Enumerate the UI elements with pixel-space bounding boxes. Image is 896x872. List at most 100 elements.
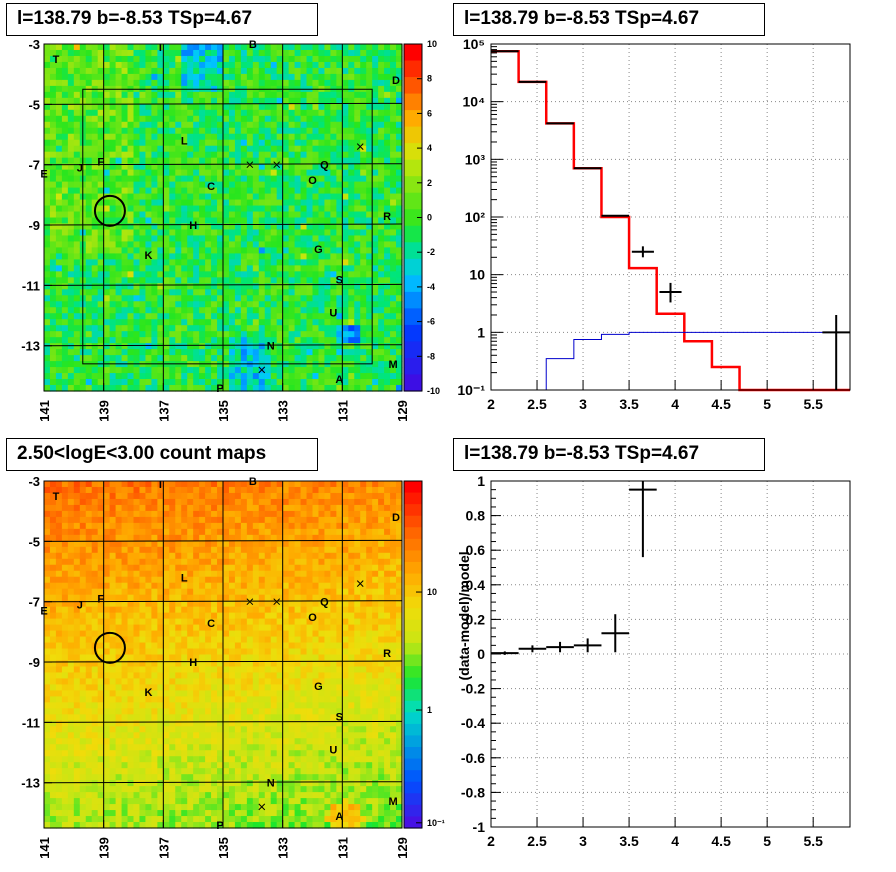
map-source-label: E bbox=[40, 606, 47, 618]
map-grid-line bbox=[43, 102, 403, 105]
x-tick-label: 5.5 bbox=[803, 396, 823, 412]
map-source-label: U bbox=[329, 745, 337, 757]
map-source-label: Q bbox=[320, 597, 329, 609]
map-source-label: Q bbox=[320, 160, 329, 172]
y-tick-label: -1 bbox=[473, 819, 486, 835]
cross-marker bbox=[273, 161, 281, 169]
colorbar-tick-label: -10 bbox=[427, 386, 440, 396]
map-source-label: D bbox=[392, 75, 400, 87]
source-circle-marker bbox=[93, 631, 126, 664]
y-tick-label: -0.2 bbox=[461, 681, 485, 697]
y-tick-label: -11 bbox=[22, 715, 40, 730]
map-source-label: S bbox=[336, 711, 343, 723]
map-source-label: I bbox=[159, 42, 162, 54]
map-grid-line bbox=[43, 163, 403, 166]
x-tick-label: 5 bbox=[763, 833, 771, 849]
x-tick-label: 133 bbox=[276, 400, 291, 422]
map-source-label: R bbox=[383, 211, 391, 223]
y-tick-label: -13 bbox=[21, 339, 40, 354]
y-tick-label: -5 bbox=[28, 534, 40, 549]
x-tick-label: 139 bbox=[97, 837, 112, 859]
map-source-label: J bbox=[77, 163, 83, 175]
cross-marker bbox=[246, 598, 254, 606]
map-source-label: N bbox=[267, 778, 275, 790]
map-source-label: P bbox=[216, 383, 223, 395]
x-tick-label: 4.5 bbox=[711, 396, 731, 412]
y-tick-label: -5 bbox=[28, 97, 40, 112]
y-tick-label: -7 bbox=[28, 158, 40, 173]
x-tick-label: 135 bbox=[216, 837, 231, 859]
colorbar-tick-label: 1 bbox=[427, 705, 432, 715]
map-source-label: F bbox=[97, 594, 104, 606]
map-source-label: I bbox=[159, 479, 162, 491]
y-tick-label: 0 bbox=[477, 646, 485, 662]
x-tick-label: 137 bbox=[156, 400, 171, 422]
x-tick-label: 141 bbox=[37, 837, 52, 859]
colorbar-tick-label: 10⁻¹ bbox=[427, 818, 445, 828]
cross-marker bbox=[246, 161, 254, 169]
map-source-label: H bbox=[189, 220, 197, 232]
x-tick-label: 3.5 bbox=[619, 833, 639, 849]
spectrum-frame bbox=[490, 43, 851, 391]
cross-marker bbox=[356, 143, 364, 150]
x-tick-label: 129 bbox=[395, 400, 410, 422]
colorbar-1 bbox=[404, 44, 422, 392]
colorbar-frame bbox=[403, 480, 423, 829]
y-tick-label: 10³ bbox=[465, 151, 486, 167]
map-source-label: C bbox=[207, 181, 215, 193]
map-source-label: B bbox=[249, 476, 257, 488]
map-source-label: M bbox=[388, 359, 397, 371]
y-tick-label: 10⁻¹ bbox=[457, 382, 485, 398]
map1-title: l=138.79 b=-8.53 TSp=4.67 bbox=[6, 3, 318, 36]
map-grid-line bbox=[43, 539, 403, 542]
x-tick-label: 131 bbox=[335, 400, 350, 422]
colorbar-tick-label: 8 bbox=[427, 74, 432, 84]
y-tick-label: -7 bbox=[28, 595, 40, 610]
map-grid-line bbox=[43, 781, 403, 784]
x-tick-label: 4 bbox=[671, 833, 679, 849]
cross-marker bbox=[356, 580, 364, 587]
map-source-label: C bbox=[207, 618, 215, 630]
y-tick-label: 1 bbox=[477, 473, 485, 489]
x-tick-label: 133 bbox=[276, 837, 291, 859]
map-source-label: A bbox=[335, 811, 343, 823]
map-grid-line bbox=[43, 720, 403, 723]
map-source-label: E bbox=[40, 169, 47, 181]
map-source-label: G bbox=[314, 244, 323, 256]
colorbar-tick-label: 4 bbox=[427, 143, 432, 153]
x-tick-label: 3 bbox=[579, 833, 587, 849]
map-source-label: U bbox=[329, 308, 337, 320]
x-tick-label: 2.5 bbox=[527, 833, 547, 849]
colorbar-tick-label: 10 bbox=[427, 587, 437, 597]
map-source-label: P bbox=[216, 820, 223, 832]
x-tick-label: 137 bbox=[156, 837, 171, 859]
y-tick-label: -0.6 bbox=[461, 750, 485, 766]
y-tick-label: 0.8 bbox=[466, 508, 486, 524]
blue-line bbox=[491, 331, 850, 391]
map2-title: 2.50<logE<3.00 count maps bbox=[6, 438, 318, 471]
x-tick-label: 5 bbox=[763, 396, 771, 412]
y-tick-label: -9 bbox=[28, 218, 40, 233]
x-tick-label: 5.5 bbox=[803, 833, 823, 849]
map-grid-line bbox=[43, 283, 403, 286]
y-tick-label: -9 bbox=[28, 655, 40, 670]
x-tick-label: 2 bbox=[487, 396, 495, 412]
map-source-label: H bbox=[189, 657, 197, 669]
map-source-label: N bbox=[267, 341, 275, 353]
y-axis-label: (data-model)/model bbox=[456, 551, 472, 680]
cross-marker bbox=[258, 803, 266, 811]
colorbar-tick-label: -2 bbox=[427, 247, 435, 257]
colorbar-tick-label: 2 bbox=[427, 178, 432, 188]
map-grid-line bbox=[43, 600, 403, 603]
colorbar-tick-label: 0 bbox=[427, 213, 432, 223]
colorbar-tick-label: -8 bbox=[427, 351, 435, 361]
y-tick-label: 10⁵ bbox=[463, 36, 485, 52]
y-tick-label: 1 bbox=[477, 324, 485, 340]
map-source-label: K bbox=[144, 687, 152, 699]
y-tick-label: -13 bbox=[21, 776, 40, 791]
map-source-label: M bbox=[388, 796, 397, 808]
model-red-line bbox=[491, 49, 850, 392]
map-source-label: O bbox=[308, 175, 317, 187]
map-source-label: R bbox=[383, 648, 391, 660]
